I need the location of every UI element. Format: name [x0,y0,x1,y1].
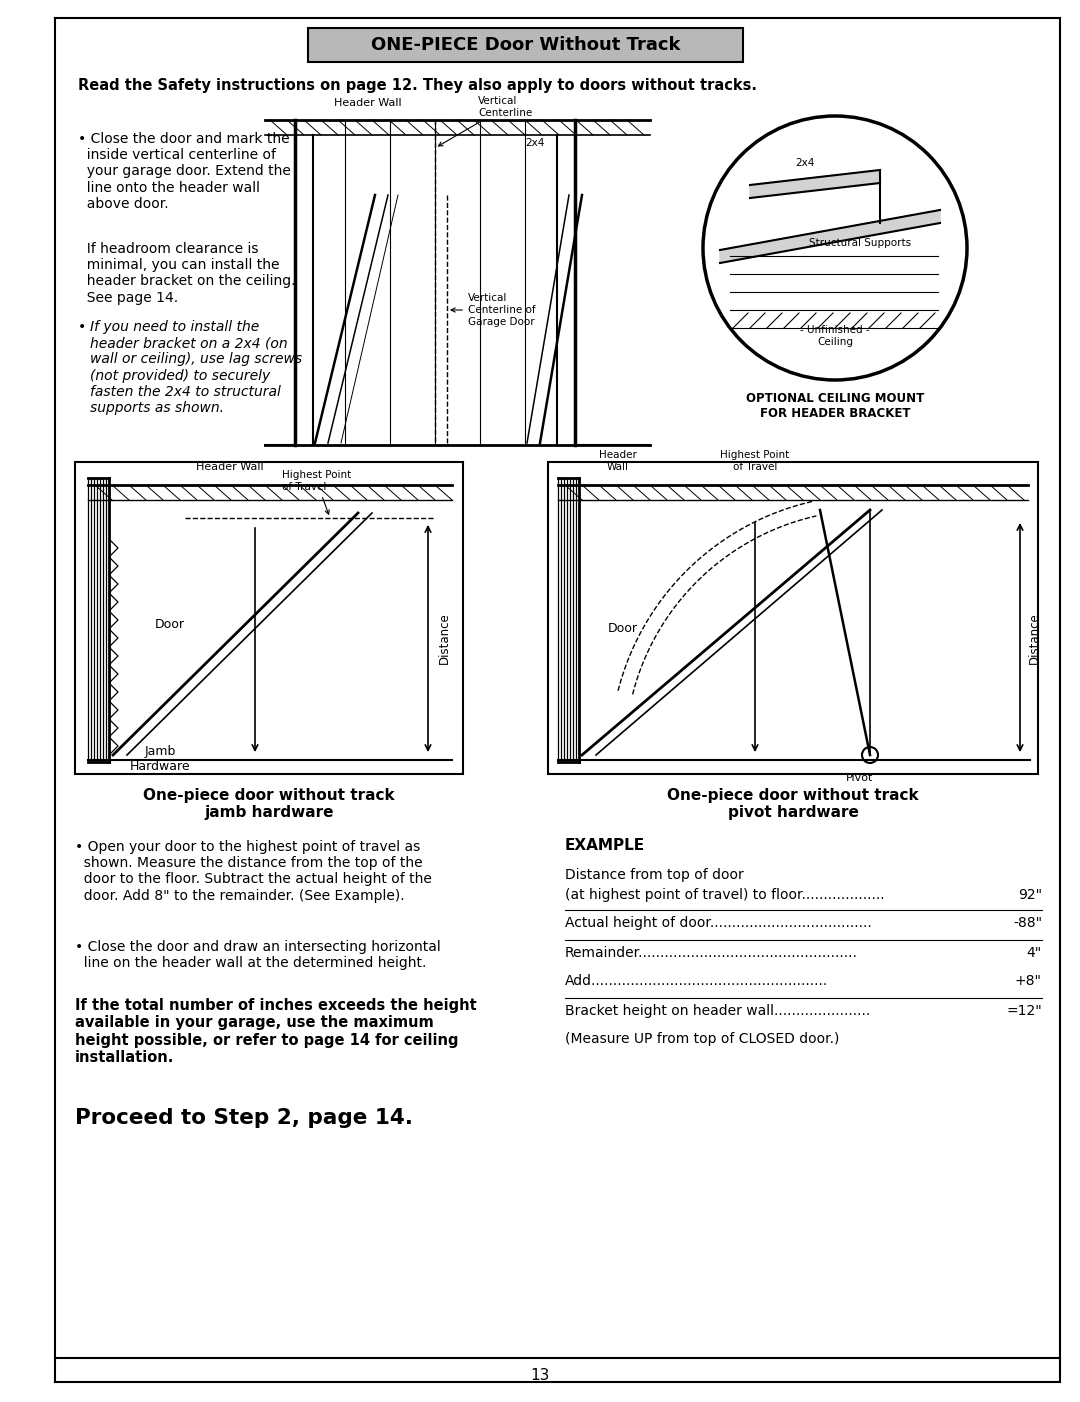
Text: • Close the door and draw an intersecting horizontal
  line on the header wall a: • Close the door and draw an intersectin… [75,939,441,970]
Text: +8": +8" [1015,974,1042,988]
Text: One-piece door without track
pivot hardware: One-piece door without track pivot hardw… [667,788,919,820]
Text: Vertical
Centerline of
Garage Door: Vertical Centerline of Garage Door [451,293,536,327]
Text: Pivot: Pivot [847,773,874,782]
Polygon shape [720,210,940,264]
Text: Proceed to Step 2, page 14.: Proceed to Step 2, page 14. [75,1108,413,1129]
Text: 2x4: 2x4 [525,137,544,149]
Text: Vertical
Centerline: Vertical Centerline [438,97,532,146]
Text: Actual height of door.....................................: Actual height of door...................… [565,916,872,930]
Text: • Close the door and mark the
  inside vertical centerline of
  your garage door: • Close the door and mark the inside ver… [78,132,291,210]
Text: 92": 92" [1017,887,1042,901]
Text: Bracket height on header wall......................: Bracket height on header wall...........… [565,1004,870,1018]
Text: • Open your door to the highest point of travel as
  shown. Measure the distance: • Open your door to the highest point of… [75,840,432,903]
Text: Highest Point
of Travel: Highest Point of Travel [282,471,351,515]
Polygon shape [750,170,880,198]
Text: (Measure UP from top of CLOSED door.): (Measure UP from top of CLOSED door.) [565,1032,839,1046]
Text: Door: Door [156,618,185,631]
Text: Structural Supports: Structural Supports [809,238,912,248]
Text: •: • [78,320,91,334]
Text: Remainder..................................................: Remainder...............................… [565,946,858,960]
Circle shape [862,747,878,763]
Text: Distance: Distance [438,613,451,665]
Text: 4": 4" [1027,946,1042,960]
Text: -88": -88" [1013,916,1042,930]
Text: Distance: Distance [1028,613,1041,665]
Text: If you need to install the
header bracket on a 2x4 (on
wall or ceiling), use lag: If you need to install the header bracke… [90,320,302,415]
Text: Jamb
Hardware: Jamb Hardware [130,744,190,773]
Bar [75,463,463,774]
Text: Header
Wall: Header Wall [599,450,637,472]
Text: Add......................................................: Add.....................................… [565,974,828,988]
Text: Read the Safety instructions on page 12. They also apply to doors without tracks: Read the Safety instructions on page 12.… [78,79,757,93]
Text: Highest Point
of Travel: Highest Point of Travel [720,450,789,472]
Text: EXAMPLE: EXAMPLE [565,838,645,852]
Text: Header Wall: Header Wall [197,463,264,472]
Text: - Unfinished -
Ceiling: - Unfinished - Ceiling [800,325,869,346]
Text: Door: Door [608,621,638,635]
Text: OPTIONAL CEILING MOUNT
FOR HEADER BRACKET: OPTIONAL CEILING MOUNT FOR HEADER BRACKE… [746,393,924,421]
Text: 13: 13 [530,1367,550,1382]
Text: Distance from top of door: Distance from top of door [565,868,744,882]
Bar [548,463,1038,774]
Text: If the total number of inches exceeds the height
available in your garage, use t: If the total number of inches exceeds th… [75,998,476,1066]
Text: If headroom clearance is
  minimal, you can install the
  header bracket on the : If headroom clearance is minimal, you ca… [78,243,296,304]
Text: =12": =12" [1007,1004,1042,1018]
Text: 2x4: 2x4 [795,158,814,168]
Text: One-piece door without track
jamb hardware: One-piece door without track jamb hardwa… [144,788,395,820]
FancyBboxPatch shape [308,28,743,62]
Text: (at highest point of travel) to floor...................: (at highest point of travel) to floor...… [565,887,885,901]
Text: ONE-PIECE Door Without Track: ONE-PIECE Door Without Track [370,36,680,55]
Text: Header Wall: Header Wall [334,98,402,108]
